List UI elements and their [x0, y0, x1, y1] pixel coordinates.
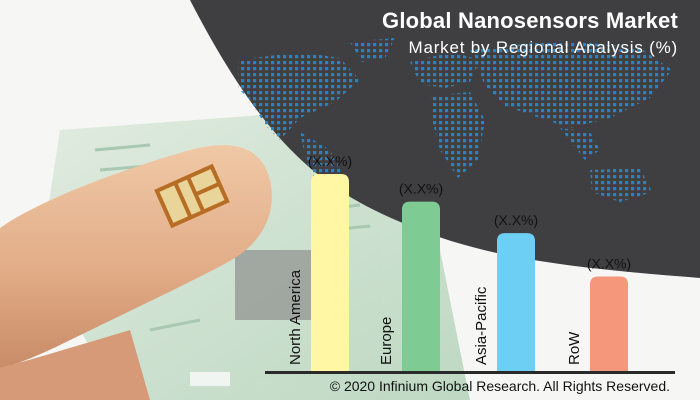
bar-europe [402, 201, 440, 371]
bar-value-label: (X.X%) [587, 255, 631, 271]
category-label: RoW [566, 331, 583, 365]
bar-asia-pacific [497, 233, 535, 371]
category-label: Asia-Pacific [473, 286, 490, 365]
bar-north-america [311, 174, 349, 371]
chart-title: Global Nanosensors Market [382, 8, 678, 33]
bar-value-label: (X.X%) [399, 181, 443, 197]
copyright-notice: © 2020 Infinium Global Research. All Rig… [329, 378, 670, 394]
bar-row [590, 276, 628, 371]
bar-value-label: (X.X%) [308, 153, 352, 169]
category-label: North America [287, 269, 304, 365]
bar-value-label: (X.X%) [494, 212, 538, 228]
chart-subtitle: Market by Regional Analysis (%) [408, 38, 678, 57]
nanosensor-chip-image [154, 163, 230, 229]
finger-base [0, 330, 150, 400]
world-map-dots [238, 38, 672, 205]
chart-baseline [265, 371, 675, 374]
category-label: Europe [378, 317, 395, 365]
